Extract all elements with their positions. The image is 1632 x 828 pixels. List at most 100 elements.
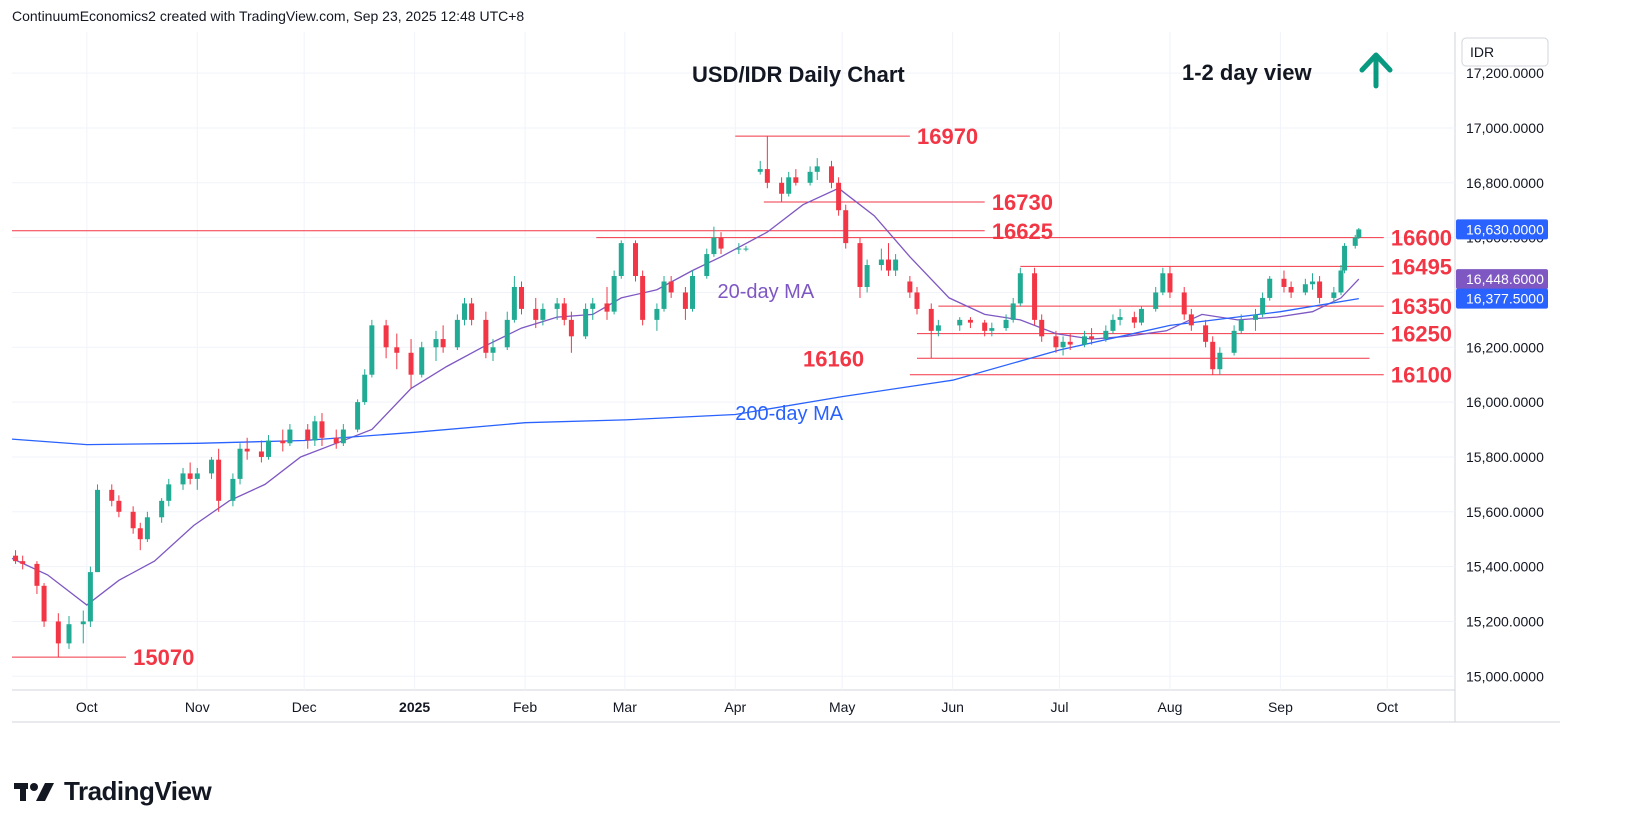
candle-body (1331, 292, 1337, 298)
candle-body (1003, 319, 1009, 329)
candle-body (266, 440, 272, 457)
candle-body (568, 319, 574, 337)
candle-body (1210, 341, 1216, 370)
candle-body (312, 421, 318, 441)
candle-body (258, 451, 264, 457)
up-arrow-icon (1359, 52, 1393, 89)
price-tag-label: 16,448.6000 (1466, 271, 1544, 287)
candle-body (362, 374, 368, 403)
candle-body (682, 292, 688, 309)
candle-body (130, 511, 136, 529)
candle-body (1153, 292, 1159, 309)
candle-body (1260, 297, 1266, 315)
candle-body (583, 308, 589, 337)
y-tick-label: 16,800.0000 (1466, 175, 1544, 191)
ma-annotation: 200-day MA (735, 403, 843, 425)
candle-body (504, 319, 510, 348)
candle-body (864, 265, 870, 287)
candle-body (604, 303, 610, 312)
candle-body (1039, 319, 1045, 337)
candle-body (109, 489, 115, 501)
candle-body (1342, 245, 1348, 271)
candle-body (34, 563, 40, 586)
candle-body (1356, 229, 1362, 238)
candle-body (533, 308, 539, 320)
candle-body (1288, 286, 1294, 293)
candle-body (1302, 284, 1308, 293)
candle-body (836, 182, 842, 211)
x-tick-label: Aug (1158, 699, 1183, 715)
candle-body (187, 473, 193, 479)
candle-body (305, 429, 311, 441)
price-tag-label: 16,630.0000 (1466, 221, 1544, 237)
candle-body (369, 325, 375, 375)
candle-body (668, 281, 674, 293)
candle-body (483, 319, 489, 353)
candle-body (654, 308, 660, 320)
candle-body (461, 303, 467, 320)
candle-body (180, 473, 186, 485)
candle-body (319, 421, 325, 438)
candle-body (704, 254, 710, 277)
x-tick-label: Nov (185, 699, 210, 715)
candle-body (1267, 278, 1273, 298)
candle-body (137, 528, 143, 540)
candle-body (618, 243, 624, 277)
candle-body (287, 429, 293, 444)
chart-title: USD/IDR Daily Chart (692, 62, 905, 87)
candle-body (611, 276, 617, 312)
candle-body (561, 303, 567, 320)
level-label: 16100 (1391, 363, 1452, 388)
y-tick-label: 17,200.0000 (1466, 65, 1544, 81)
candle-body (13, 555, 19, 562)
candle-body (66, 624, 72, 644)
level-label: 15070 (133, 645, 194, 670)
x-tick-label: May (829, 699, 855, 715)
level-label: 16495 (1391, 254, 1452, 279)
x-tick-label: Feb (513, 699, 537, 715)
level-label: 16730 (992, 190, 1053, 215)
y-tick-label: 17,000.0000 (1466, 120, 1544, 136)
level-label: 16970 (917, 124, 978, 149)
candle-body (490, 347, 496, 353)
tradingview-brand: TradingView (64, 776, 212, 806)
candle-body (989, 328, 995, 331)
candle-body (743, 248, 749, 250)
candle-body (1309, 281, 1315, 285)
x-tick-label: Jun (941, 699, 964, 715)
candle-body (454, 319, 460, 348)
candle-body (814, 166, 820, 172)
candle-body (786, 177, 792, 194)
candle-body (1081, 336, 1087, 345)
price-tag-box (1456, 219, 1548, 240)
candle-body (1167, 273, 1173, 293)
candle-body (80, 621, 86, 625)
candle-body (843, 210, 849, 244)
candle-body (1203, 325, 1209, 342)
candle-body (764, 169, 770, 183)
y-tick-label: 16,200.0000 (1466, 339, 1544, 355)
level-label: 16160 (803, 346, 864, 371)
candle-body (893, 259, 899, 271)
candle-body (711, 237, 717, 255)
chart-credit: ContinuumEconomics2 created with Trading… (12, 8, 525, 24)
candle-body (828, 166, 834, 183)
candle-body (1089, 336, 1095, 340)
candle-body (793, 177, 799, 183)
candle-body (1181, 292, 1187, 315)
x-tick-label: Mar (613, 699, 637, 715)
candle-body (244, 448, 250, 452)
candle-body (907, 281, 913, 293)
candle-body (1188, 314, 1194, 326)
candle-body (718, 237, 724, 249)
candle-body (519, 286, 525, 309)
candle-body (1117, 317, 1123, 320)
chart-subtitle: 1-2 day view (1182, 60, 1313, 85)
candle-body (1252, 314, 1258, 320)
candle-body (661, 281, 667, 309)
candle-body (237, 448, 243, 479)
tradingview-logo[interactable]: TradingView (14, 776, 212, 807)
y-tick-label: 15,800.0000 (1466, 449, 1544, 465)
candle-body (230, 478, 236, 501)
